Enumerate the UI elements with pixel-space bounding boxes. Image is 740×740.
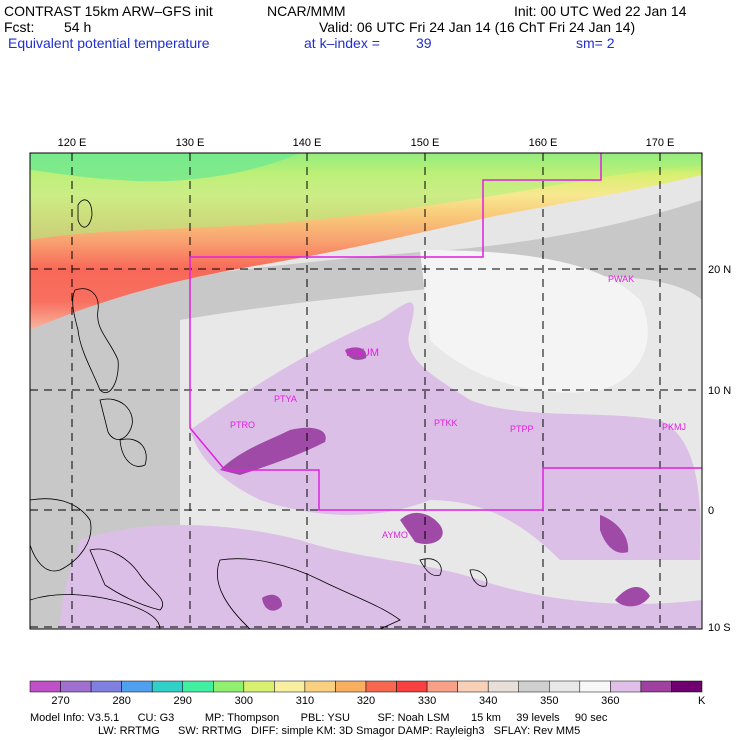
mindanao-coast: [119, 438, 147, 467]
colorbar-tick-label: 310: [296, 695, 314, 707]
colorbar-tick-label: 330: [418, 695, 436, 707]
lat-label: 10 S: [708, 622, 731, 634]
lat-label: 0: [708, 505, 714, 517]
coastlines: [30, 199, 488, 629]
colorbar: [29, 680, 703, 693]
forecast-label: Fcst:: [4, 19, 35, 35]
station-label: PTPP: [510, 424, 534, 434]
colorbar-swatch: [90, 680, 122, 693]
lat-label: 20 N: [708, 264, 731, 276]
colorbar-swatch: [121, 680, 153, 693]
colorbar-swatch: [549, 680, 581, 693]
colorbar-swatch: [304, 680, 336, 693]
organization: NCAR/MMM: [267, 3, 346, 19]
station-label: PKMJ: [662, 422, 686, 432]
colorbar-tick-label: 350: [540, 695, 558, 707]
theta-e-field: [30, 153, 702, 629]
colorbar-swatch: [671, 680, 703, 693]
colorbar-swatch: [213, 680, 245, 693]
luzon-coast: [72, 288, 119, 393]
model-info-line1: Model Info: V3.5.1 CU: G3 MP: Thompson P…: [30, 712, 608, 724]
colorbar-swatch: [365, 680, 397, 693]
colorbar-swatch: [579, 680, 611, 693]
sulawesi-coast: [89, 548, 163, 611]
colorbar-tick-label: 270: [51, 695, 69, 707]
colorbar-tick-label: 290: [174, 695, 192, 707]
new-guinea-coast: [216, 558, 401, 629]
station-label: PTKK: [434, 418, 458, 428]
lesser-sunda-coast: [30, 594, 161, 629]
colorbar-swatch: [518, 680, 550, 693]
taiwan-coast: [77, 199, 93, 228]
level-label: at k–index =: [304, 35, 380, 51]
station-label: PGUM: [346, 347, 379, 359]
lat-label: 10 N: [708, 385, 731, 397]
colorbar-tick-label: 280: [112, 695, 130, 707]
colorbar-tick-label: 340: [479, 695, 497, 707]
colorbar-swatch: [335, 680, 367, 693]
new-britain-coast: [419, 558, 442, 577]
colorbar-swatch: [243, 680, 275, 693]
valid-time: Valid: 06 UTC Fri 24 Jan 14 (16 ChT Fri …: [319, 19, 636, 35]
colorbar-tick-label: 360: [601, 695, 619, 707]
lon-label: 140 E: [293, 137, 322, 149]
colorbar-swatch: [60, 680, 92, 693]
colorbar-tick-label: 320: [357, 695, 375, 707]
station-label: PWAK: [608, 274, 634, 284]
colorbar-swatch: [29, 680, 61, 693]
colorbar-swatch: [610, 680, 642, 693]
model-info-line2: LW: RRTMG SW: RRTMG DIFF: simple KM: 3D …: [98, 725, 581, 737]
lon-label: 150 E: [411, 137, 440, 149]
colorbar-tick-label: 300: [235, 695, 253, 707]
colorbar-ticks: 270 280 290 300 310 320 330 340 350 360: [51, 695, 619, 707]
station-label: AYMO: [382, 530, 408, 540]
map-frame: [29, 152, 703, 630]
colorbar-swatch: [182, 680, 214, 693]
init-time: Init: 00 UTC Wed 22 Jan 14: [514, 3, 687, 19]
borneo-coast: [30, 498, 92, 572]
colorbar-swatch: [274, 680, 306, 693]
station-label: PTYA: [274, 394, 297, 404]
region-boundary: [189, 153, 702, 511]
lon-label: 160 E: [529, 137, 558, 149]
model-title: CONTRAST 15km ARW–GFS init: [4, 3, 213, 19]
lon-label: 120 E: [58, 137, 87, 149]
station-label: PTRO: [230, 420, 255, 430]
lon-label: 170 E: [646, 137, 675, 149]
visayas-coast: [99, 398, 133, 440]
colorbar-swatch: [640, 680, 672, 693]
colorbar-swatch: [396, 680, 428, 693]
colorbar-swatch: [426, 680, 458, 693]
lon-label: 130 E: [176, 137, 205, 149]
colorbar-unit: K: [698, 695, 706, 707]
solomon-coast: [469, 569, 488, 587]
level-value: 39: [416, 35, 432, 51]
colorbar-swatch: [487, 680, 519, 693]
colorbar-swatch: [457, 680, 489, 693]
forecast-hour: 54 h: [64, 19, 92, 35]
colorbar-swatch: [151, 680, 183, 693]
field-name: Equivalent potential temperature: [8, 35, 210, 51]
smoothing: sm= 2: [576, 35, 615, 51]
